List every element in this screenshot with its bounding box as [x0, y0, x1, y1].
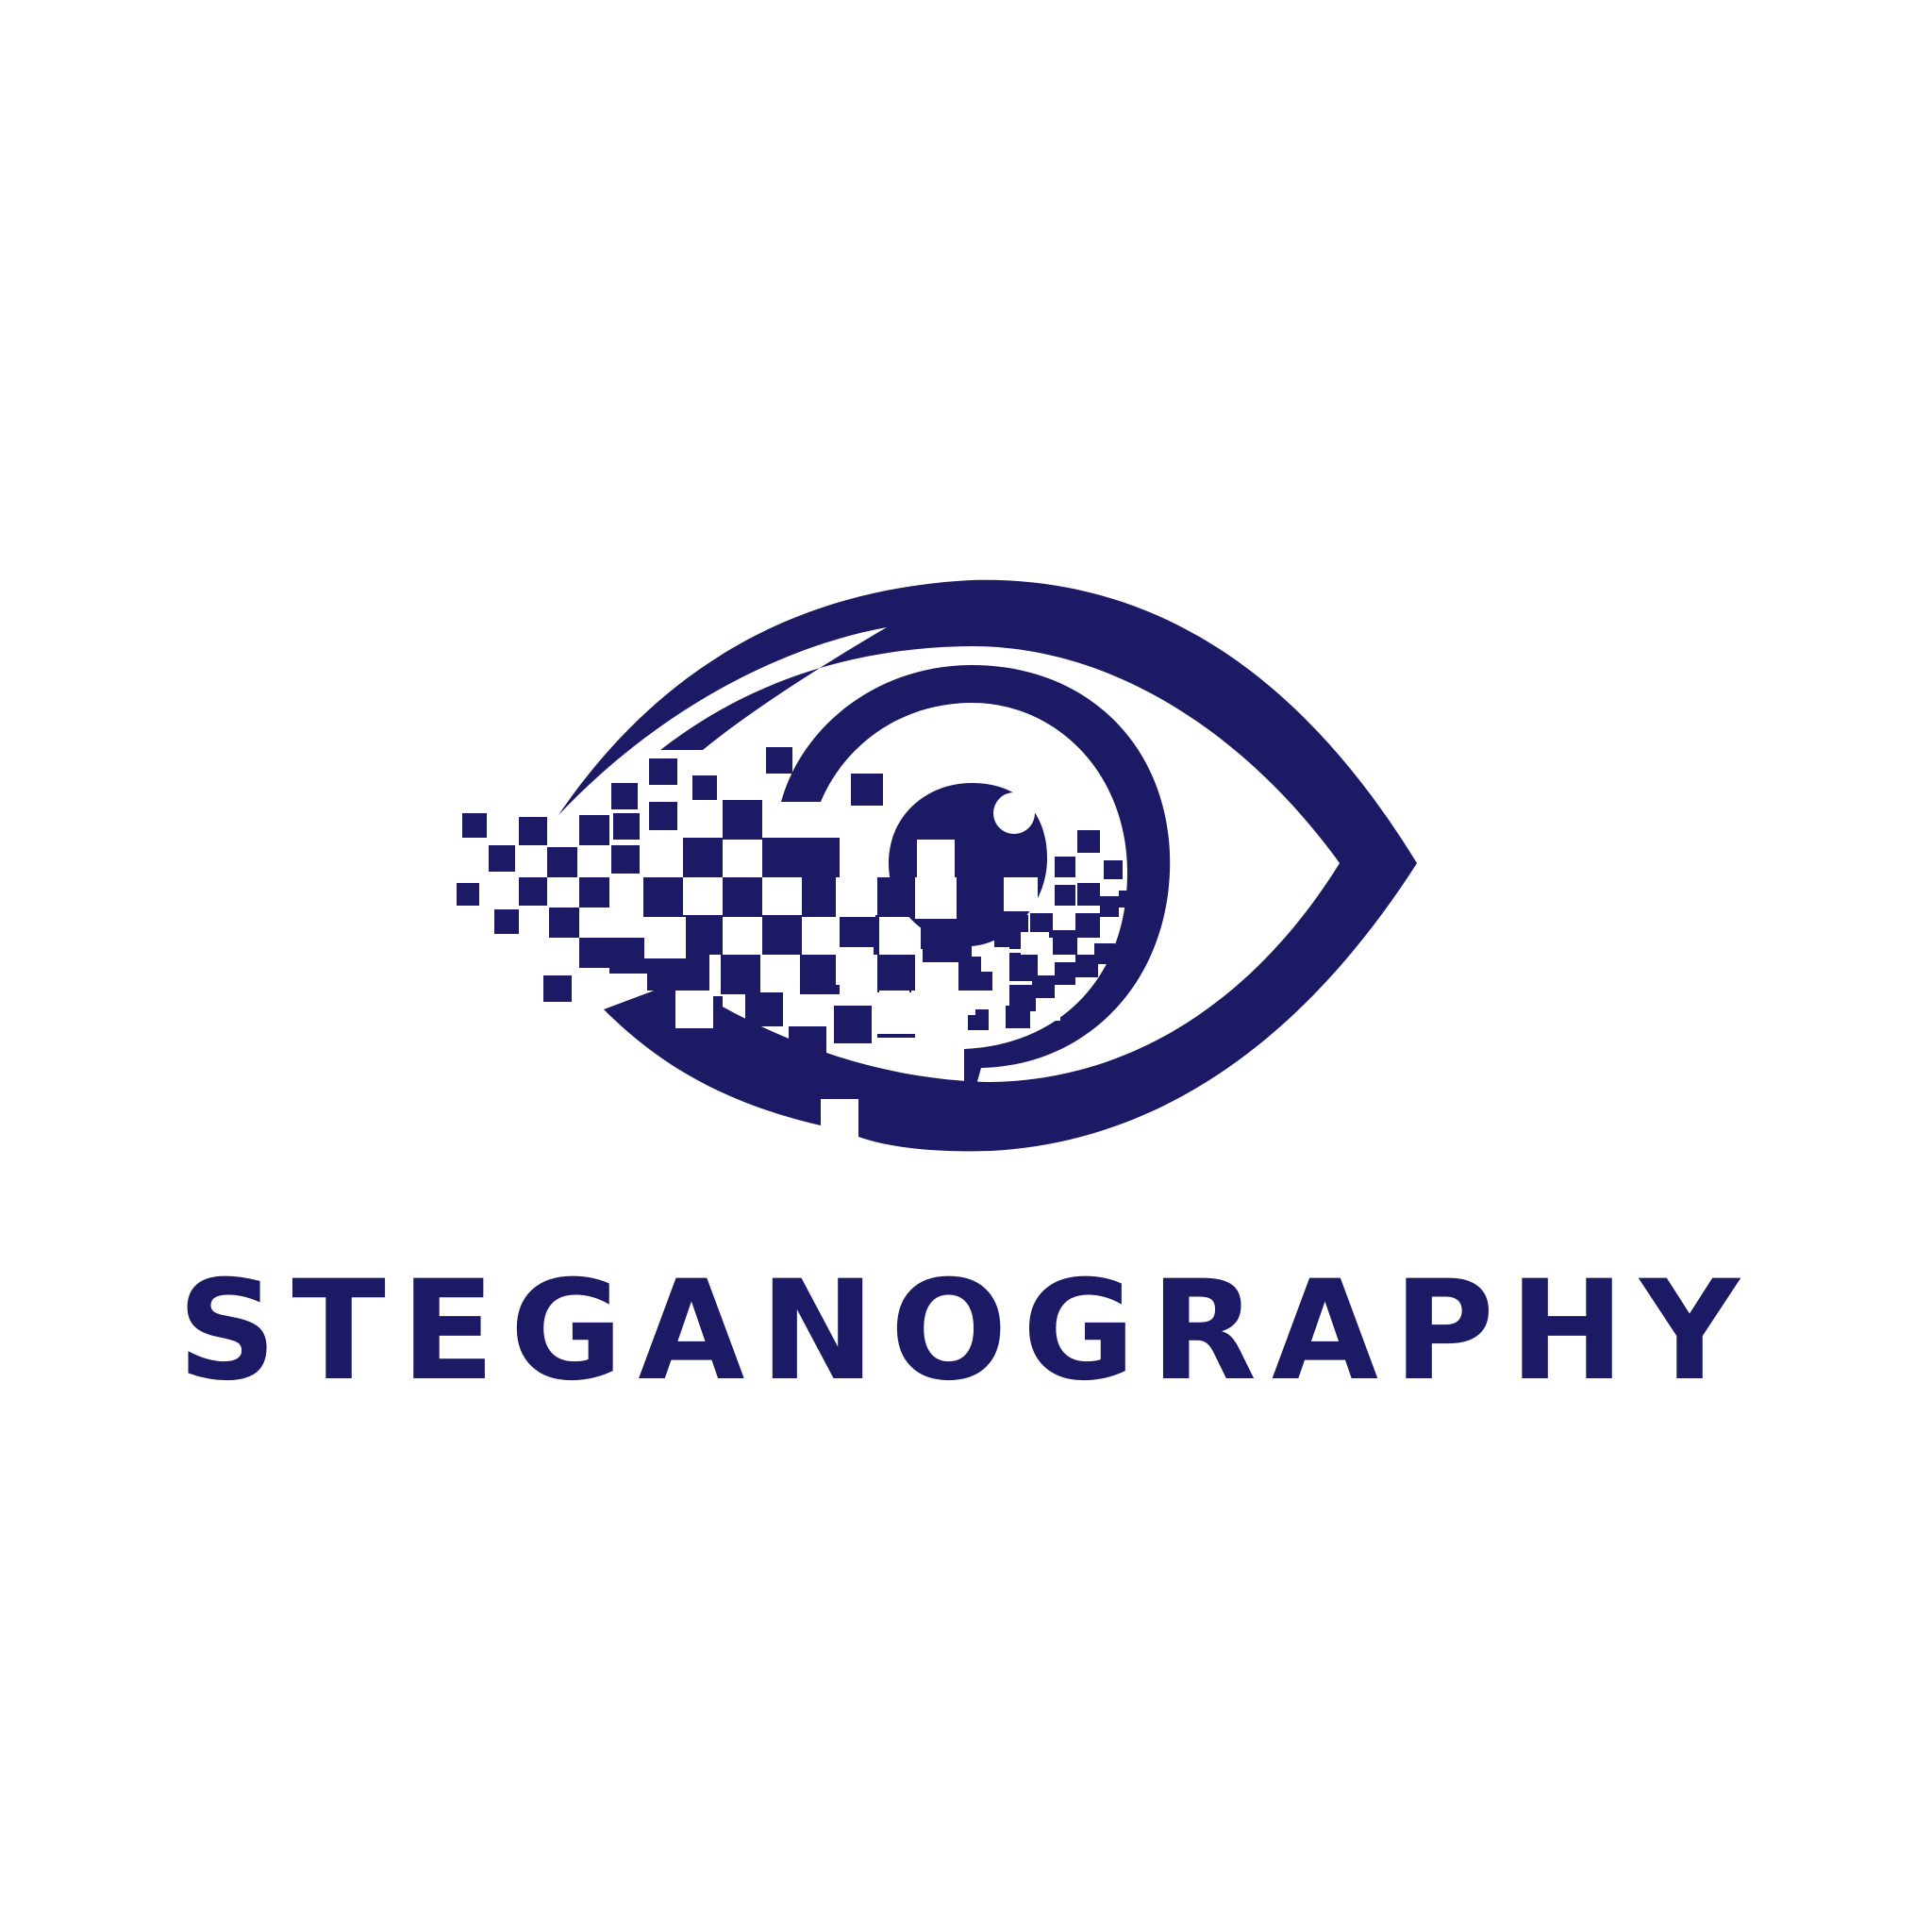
- pixel-square: [723, 800, 762, 840]
- pixel-square: [1100, 896, 1119, 917]
- pixel-square: [802, 877, 841, 917]
- pixel-square: [547, 847, 577, 877]
- pixel-square: [692, 775, 717, 800]
- pixel-square: [800, 838, 840, 877]
- pixel-gap: [1038, 955, 1055, 975]
- pixel-square: [683, 915, 723, 955]
- pixel-square: [579, 877, 609, 908]
- pixel-square: [579, 938, 609, 968]
- pixel-gap: [1038, 998, 1060, 1021]
- pixel-gap: [1004, 877, 1038, 911]
- pixel-gap: [802, 917, 840, 955]
- pixel-gap: [1021, 932, 1049, 955]
- pixel-square: [1053, 930, 1077, 955]
- pixel-gap: [981, 947, 1009, 972]
- pixel-square: [721, 955, 760, 994]
- pixel-square: [494, 909, 519, 934]
- pixel-gap: [877, 994, 917, 1034]
- pixel-gap: [685, 877, 723, 915]
- pixel-square: [489, 845, 515, 872]
- pixel-square: [851, 774, 883, 806]
- pixel-square: [1077, 830, 1100, 853]
- pixel-square: [728, 1047, 764, 1083]
- eye-outline: [558, 579, 1417, 1152]
- logo-wordmark: STEGANOGRAPHY: [177, 1251, 1755, 1411]
- pixel-square: [877, 955, 915, 992]
- pixel-square: [877, 877, 917, 917]
- pixel-square: [1053, 962, 1075, 985]
- pixel-square: [723, 877, 762, 917]
- pixel-square: [787, 1045, 824, 1083]
- pixel-square: [1077, 883, 1100, 906]
- pixel-square: [675, 953, 709, 991]
- pixel-square: [549, 908, 579, 938]
- pixel-square: [643, 877, 683, 917]
- pixel-square: [1104, 860, 1123, 879]
- pixel-square: [519, 817, 547, 845]
- pixel-square: [745, 989, 783, 1026]
- pixel-square: [762, 838, 802, 877]
- pixel-square: [649, 802, 677, 830]
- pixel-square: [613, 813, 640, 840]
- pixel-square: [609, 938, 647, 974]
- pixel-gap: [723, 917, 760, 955]
- pixel-square: [1055, 857, 1075, 877]
- pixel-square: [462, 813, 487, 838]
- pixel-square: [834, 1006, 872, 1043]
- pixel-square: [1075, 913, 1100, 938]
- pixel-square: [1119, 891, 1136, 908]
- pixel-gap: [953, 992, 975, 1015]
- pixel-gap: [723, 840, 760, 877]
- pixel-square: [543, 975, 572, 1002]
- pixel-gap: [836, 877, 875, 917]
- pixel-square: [649, 758, 677, 785]
- pixel-square: [579, 815, 609, 845]
- pixel-gap: [917, 840, 955, 877]
- pixel-square: [958, 877, 992, 911]
- pixel-square: [1015, 1102, 1028, 1115]
- pixel-field: [457, 747, 1136, 1115]
- pixel-square: [921, 915, 955, 949]
- pixel-square: [800, 955, 840, 994]
- pixel-square: [1055, 885, 1075, 906]
- pixel-gap: [762, 877, 800, 915]
- pixel-square: [611, 845, 640, 874]
- pupil-highlight: [993, 792, 1035, 834]
- pixel-square: [1006, 1006, 1030, 1028]
- pixel-gap: [915, 877, 957, 919]
- pixel-square: [766, 747, 792, 774]
- pixel-square: [457, 883, 479, 906]
- pixel-gap: [644, 917, 686, 958]
- pixel-square: [1032, 975, 1055, 998]
- pixel-square: [1094, 943, 1115, 964]
- pixel-square: [1075, 955, 1098, 977]
- pixel-square: [683, 838, 723, 877]
- pixel-gap: [675, 991, 713, 1028]
- pixel-square: [611, 783, 638, 809]
- pixel-gap: [836, 947, 874, 985]
- pixel-square: [519, 877, 547, 906]
- pixel-square: [762, 915, 802, 955]
- pixel-gap: [760, 955, 798, 992]
